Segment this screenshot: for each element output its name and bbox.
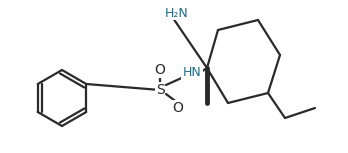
Text: O: O — [173, 101, 183, 115]
Text: O: O — [155, 63, 165, 77]
Text: S: S — [156, 83, 164, 97]
Text: HN: HN — [183, 65, 201, 78]
Text: H₂N: H₂N — [165, 6, 189, 19]
